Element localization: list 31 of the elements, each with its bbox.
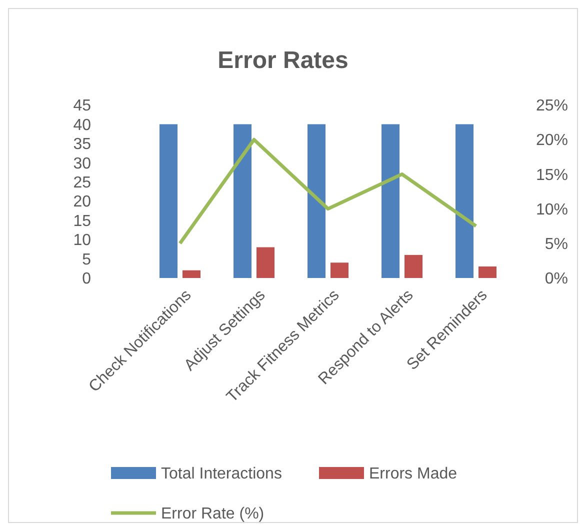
y2-tick-label: 5% [544,236,568,253]
bar [382,124,400,278]
y-tick-label: 40 [73,116,92,134]
y2-tick-label: 15% [536,166,568,184]
y-tick-label: 35 [73,136,92,154]
y2-tick-label: 0% [544,270,568,288]
y2-tick-label: 20% [536,132,568,150]
bar [182,270,200,278]
bar [330,262,348,278]
y-tick-label: 25 [73,174,92,192]
y-tick-label: 10 [73,232,92,250]
bar [404,254,422,278]
bar [160,124,178,278]
y2-tick-label: 25% [536,98,568,115]
legend-label: Total Interactions [161,466,282,483]
bar [234,124,252,278]
y-tick-label: 15 [73,212,92,230]
chart-title: Error Rates [218,47,348,74]
y-tick-label: 5 [82,251,92,268]
bar [478,266,496,278]
y-tick-label: 0 [82,270,92,288]
y-tick-label: 45 [73,98,92,115]
y-tick-label: 20 [73,194,92,211]
bar [456,124,474,278]
y-tick-label: 30 [73,155,92,172]
legend-label: Error Rate (%) [161,506,264,523]
line-series [178,138,478,246]
bar [256,247,274,278]
y2-tick-label: 10% [536,201,568,218]
legend-label: Errors Made [369,466,458,483]
bar [308,124,326,278]
